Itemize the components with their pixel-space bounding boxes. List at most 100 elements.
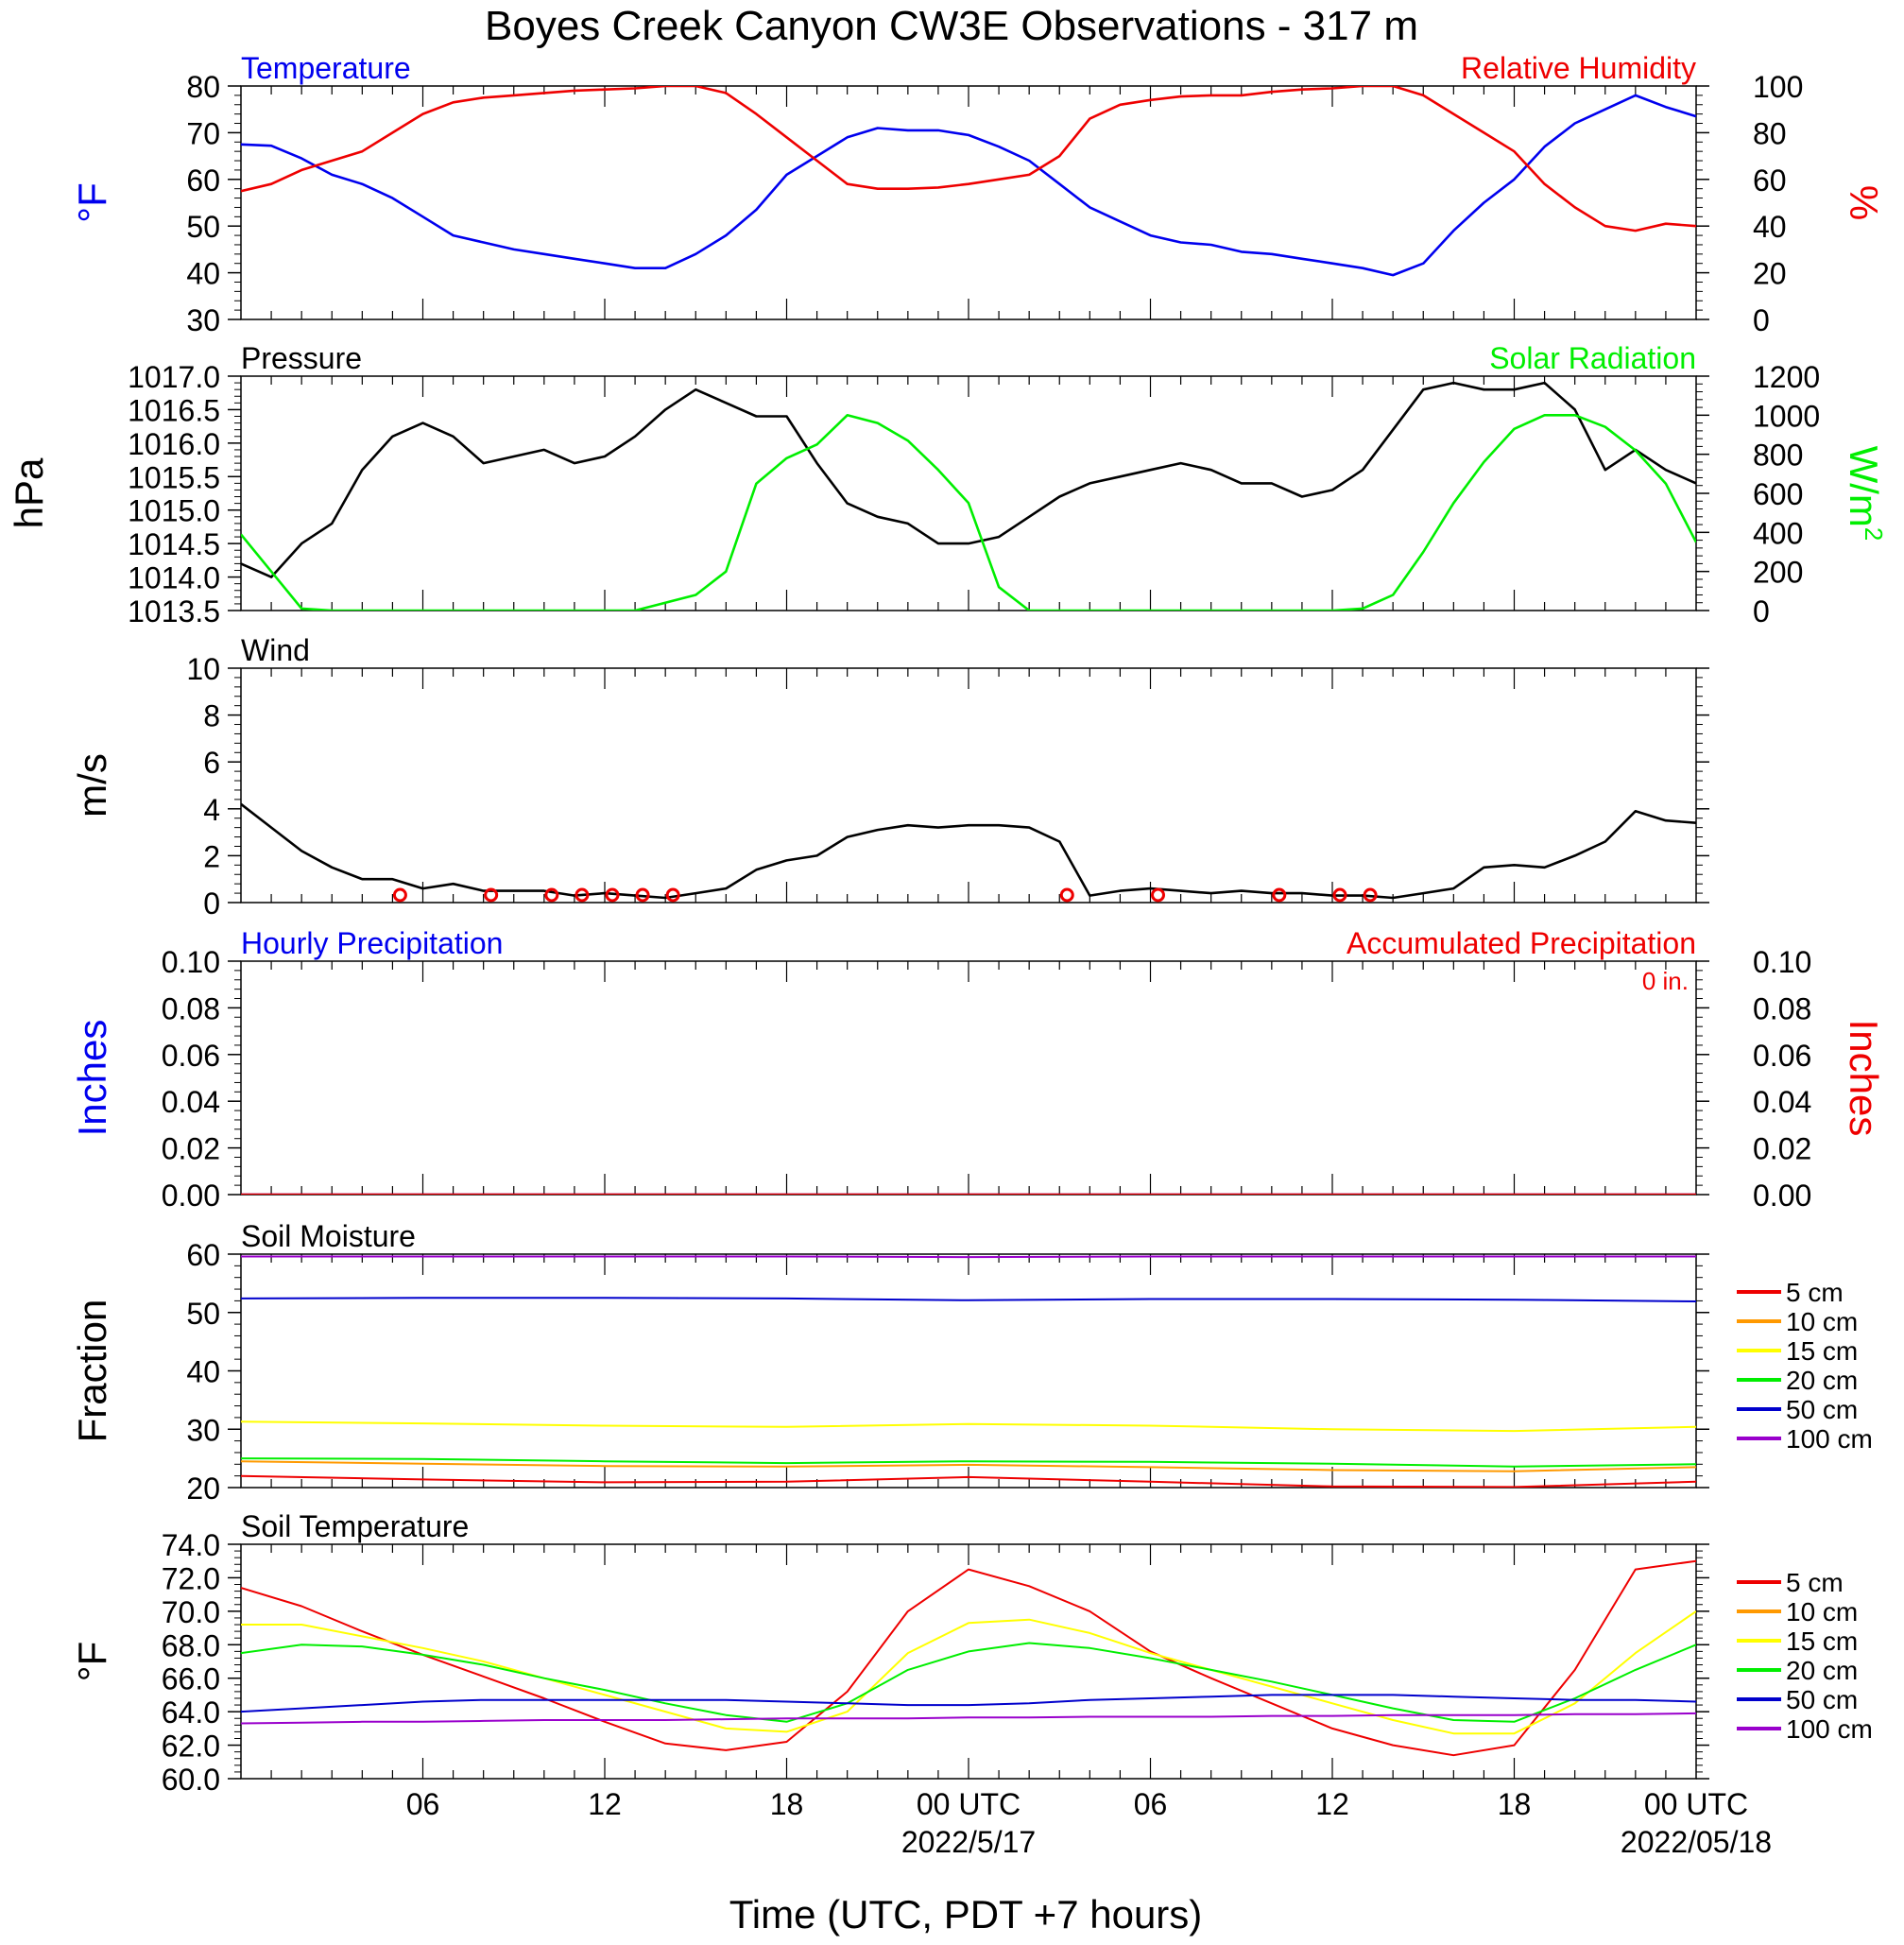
- series-line-50-cm: [241, 1297, 1696, 1302]
- series-group: [241, 1559, 1696, 1757]
- y-right-tick-label: 800: [1753, 439, 1803, 473]
- y-left-tick-label: 2: [203, 839, 220, 873]
- series-line-pressure: [241, 381, 1696, 578]
- calm-wind-marker: [484, 887, 499, 903]
- x-tick-label: 06: [406, 1787, 440, 1821]
- y-left-tick-label: 80: [186, 70, 220, 104]
- plot-frame: [240, 85, 1697, 320]
- x-date-label: 2022/05/18: [1621, 1825, 1772, 1859]
- y-axis-title-right: %: [1842, 185, 1886, 220]
- y-left-tick-label: 64.0: [162, 1695, 220, 1730]
- calm-wind-marker: [665, 887, 680, 903]
- legend-label: 100 cm: [1786, 1424, 1873, 1454]
- y-right-tick-label: 0.10: [1753, 945, 1811, 979]
- x-tick-label: 18: [1498, 1787, 1532, 1821]
- series-line-15-cm: [241, 1420, 1696, 1433]
- y-left-tick-label: 8: [203, 699, 220, 733]
- y-left-tick-label: 50: [186, 1297, 220, 1331]
- legend-label: 10 cm: [1786, 1597, 1858, 1627]
- panel-wind: 0 2 4 6 8 10 Wind m/s: [70, 633, 1709, 921]
- calm-wind-marker: [392, 887, 407, 903]
- panel-precipitation: 0.00 0.02 0.04 0.06 0.08 0.10 0.00 0.02 0.04 0.06…: [70, 926, 1886, 1213]
- y-left-tick-label: 0.02: [162, 1132, 220, 1166]
- y-left-tick-label: 72.0: [162, 1561, 220, 1595]
- panel-title-left: Temperature: [241, 51, 411, 85]
- calm-wind-marker: [1332, 887, 1347, 903]
- x-date-label: 2022/5/17: [901, 1825, 1036, 1859]
- y-axis-title-right: Inches: [1842, 1020, 1886, 1137]
- y-axis-title-left: °F: [70, 1642, 114, 1681]
- y-left-tick-label: 50: [186, 210, 220, 244]
- y-right-tick-label: 0.02: [1753, 1132, 1811, 1166]
- y-right-tick-label: 0.04: [1753, 1085, 1811, 1119]
- legend-label: 50 cm: [1786, 1395, 1858, 1424]
- legend-label: 20 cm: [1786, 1656, 1858, 1685]
- y-axis-title-left: hPa: [7, 457, 51, 528]
- y-left-tick-label: 0.06: [162, 1039, 220, 1073]
- y-left-tick-label: 10: [186, 652, 220, 686]
- y-axis-title-right-text: %: [1842, 185, 1886, 220]
- series-line-50-cm: [241, 1694, 1696, 1713]
- y-left-tick-label: 70: [186, 116, 220, 150]
- y-right-tick-label: 200: [1753, 556, 1803, 590]
- y-left-tick-label: 68.0: [162, 1628, 220, 1662]
- calm-wind-marker: [1272, 887, 1287, 903]
- x-tick-label: 12: [588, 1787, 622, 1821]
- series-line-20-cm: [241, 1642, 1696, 1723]
- y-axis-title-left: Fraction: [70, 1300, 114, 1443]
- y-left-tick-label: 62.0: [162, 1730, 220, 1764]
- y-left-tick-label: 0.00: [162, 1179, 220, 1213]
- panel-title-right: Accumulated Precipitation: [1347, 926, 1696, 960]
- y-left-tick-label: 70.0: [162, 1595, 220, 1629]
- y-left-tick-label: 60: [186, 1238, 220, 1272]
- y-right-tick-label: 400: [1753, 516, 1803, 550]
- legend-label: 10 cm: [1786, 1307, 1858, 1336]
- y-left-tick-label: 4: [203, 793, 220, 827]
- panel-temperature-humidity: 30 40 50 60 70 80 0 20 40 60 80 100 Temperature Relat…: [70, 51, 1886, 337]
- y-axis-title-left: Inches: [70, 1020, 114, 1137]
- calm-wind-marker: [635, 887, 650, 903]
- y-right-tick-label: 0: [1753, 303, 1770, 337]
- plot-frame: [240, 667, 1697, 904]
- y-left-tick-label: 1013.5: [128, 594, 220, 628]
- x-tick-label: 18: [770, 1787, 804, 1821]
- panel-soil-temperature: 60.062.064.066.068.070.072.074.0 Soil Tem…: [70, 1509, 1873, 1797]
- panel-title-left: Hourly Precipitation: [241, 926, 503, 960]
- y-left-tick-label: 1014.0: [128, 561, 220, 595]
- series-group: [241, 381, 1696, 611]
- y-right-tick-label: 1200: [1753, 360, 1820, 394]
- y-axis-title-right-text: Inches: [1842, 1020, 1886, 1137]
- y-left-tick-label: 1016.0: [128, 427, 220, 461]
- legend-label: 50 cm: [1786, 1685, 1858, 1714]
- legend-label: 5 cm: [1786, 1278, 1844, 1307]
- y-left-tick-label: 6: [203, 746, 220, 780]
- y-right-tick-label: 40: [1753, 210, 1787, 244]
- y-right-tick-label: 0.00: [1753, 1179, 1811, 1213]
- x-axis-title: Time (UTC, PDT +7 hours): [729, 1892, 1203, 1936]
- series-line-100-cm: [241, 1712, 1696, 1725]
- chart-title: Boyes Creek Canyon CW3E Observations - 3…: [485, 3, 1418, 49]
- y-right-tick-label: 20: [1753, 257, 1787, 291]
- panel-title-left: Wind: [241, 633, 310, 667]
- series-line-5-cm: [241, 1559, 1696, 1757]
- x-tick-label: 00 UTC: [917, 1787, 1021, 1821]
- panel-title-left: Soil Moisture: [241, 1219, 416, 1253]
- calm-wind-marker: [1363, 887, 1378, 903]
- legend-label: 15 cm: [1786, 1336, 1858, 1366]
- y-right-tick-label: 100: [1753, 70, 1803, 104]
- y-left-tick-label: 0.10: [162, 945, 220, 979]
- panel-title-right: Solar Radiation: [1489, 341, 1696, 375]
- y-axis-title-left: m/s: [70, 753, 114, 818]
- y-left-tick-label: 30: [186, 303, 220, 337]
- legend-label: 15 cm: [1786, 1627, 1858, 1656]
- y-left-tick-label: 0.04: [162, 1085, 220, 1119]
- x-axis: 06 12 18 00 UTC 06 12 18 00 UTC 2022/5/17 2022/05…: [406, 1787, 1772, 1859]
- y-axis-title-right: W/m2: [1842, 446, 1888, 542]
- plot-frame: [240, 960, 1697, 1196]
- y-right-tick-label: 0: [1753, 594, 1770, 628]
